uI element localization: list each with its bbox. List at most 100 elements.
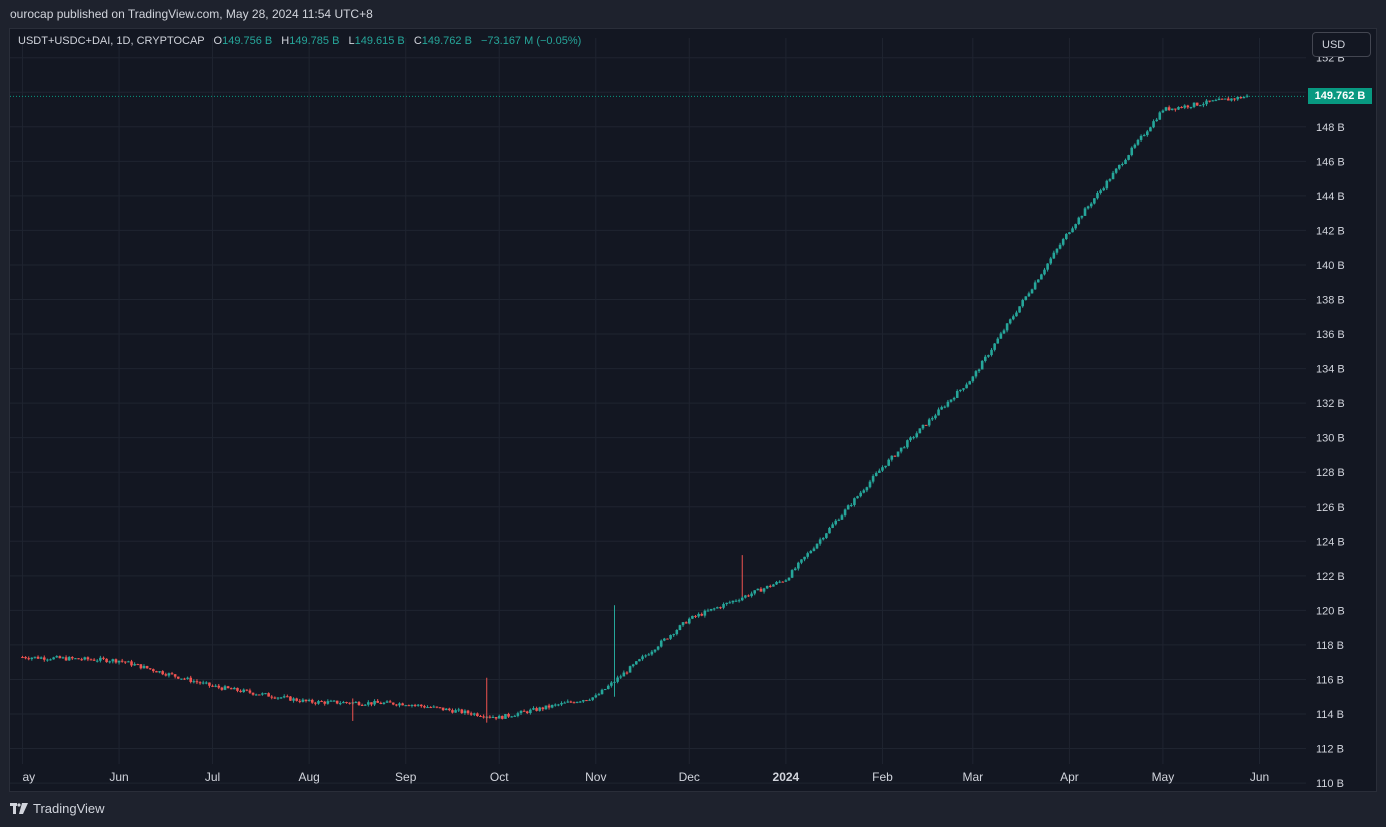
candle-body: [345, 702, 348, 704]
candle-body: [441, 707, 445, 711]
candle-body: [264, 693, 267, 695]
candle-body: [625, 672, 629, 674]
candle-body: [628, 666, 632, 673]
candle-body: [127, 661, 130, 663]
candle-body: [1124, 159, 1127, 165]
candle-body: [1233, 98, 1236, 100]
candle-body: [927, 419, 931, 426]
brand-name: TradingView: [33, 801, 105, 816]
candle-body: [36, 656, 40, 659]
candle-body: [335, 700, 339, 704]
candle-body: [469, 713, 473, 715]
candle-body: [871, 476, 875, 482]
candle-body: [800, 559, 803, 563]
candle-body: [1018, 306, 1021, 313]
y-tick-label: 128 B: [1316, 467, 1345, 479]
candle-body: [594, 695, 598, 698]
x-tick-label: Oct: [490, 770, 509, 784]
candle-body: [298, 700, 302, 702]
candle-body: [659, 640, 663, 647]
candle-body: [775, 581, 778, 585]
candle-body: [737, 600, 741, 602]
candle-body: [563, 702, 566, 704]
candle-body: [572, 702, 576, 704]
candle-body: [320, 701, 323, 703]
candle-body: [338, 703, 342, 705]
candle-body: [270, 696, 274, 698]
candle-body: [983, 356, 987, 361]
candle-body: [1117, 164, 1121, 169]
candle-body: [1139, 135, 1143, 140]
candle-body: [158, 671, 161, 673]
candle-body: [195, 681, 199, 683]
candle-body: [1096, 192, 1099, 199]
candle-body: [778, 581, 781, 583]
candle-body: [744, 595, 747, 598]
candle-body: [314, 702, 317, 704]
chart-panel[interactable]: [9, 28, 1377, 792]
candle-body: [931, 418, 934, 420]
symbol-label[interactable]: USDT+USDC+DAI, 1D, CRYPTOCAP: [18, 35, 205, 47]
x-tick-label: Jul: [205, 770, 220, 784]
y-tick-label: 138 B: [1316, 295, 1345, 307]
candle-body: [1174, 108, 1177, 110]
y-tick-label: 112 B: [1316, 744, 1344, 756]
candle-body: [1220, 98, 1224, 100]
candle-body: [367, 702, 370, 705]
candle-body: [850, 504, 853, 506]
candle-body: [55, 656, 59, 658]
candle-body: [980, 360, 984, 370]
candle-body: [525, 711, 529, 714]
candle-body: [1068, 232, 1071, 235]
currency-button[interactable]: USD: [1312, 32, 1371, 57]
x-tick-label: Mar: [962, 770, 983, 784]
candle-body: [641, 656, 644, 660]
candle-body: [669, 635, 672, 639]
candle-body: [323, 701, 327, 704]
y-tick-label: 124 B: [1316, 536, 1345, 548]
candle-body: [821, 537, 825, 540]
candle-body: [426, 707, 429, 709]
candle-body: [52, 657, 55, 660]
candle-body: [1195, 102, 1199, 106]
candle-body: [856, 496, 859, 499]
candle-body: [491, 716, 495, 718]
candle-body: [896, 451, 900, 457]
candle-body: [1046, 263, 1049, 270]
candle-body: [438, 707, 442, 709]
candle-body: [376, 700, 379, 703]
candle-body: [999, 333, 1003, 339]
candle-body: [164, 674, 168, 676]
candle-body: [878, 470, 881, 473]
candle-body: [404, 705, 408, 707]
close-value: 149.762 B: [421, 35, 472, 47]
high-label: H: [281, 35, 290, 47]
last-price-tag: 149.762 B: [1308, 88, 1372, 105]
tradingview-logo[interactable]: TradingView: [10, 801, 105, 816]
candle-body: [279, 697, 283, 699]
candle-body: [289, 696, 292, 701]
candle-body: [1239, 96, 1243, 99]
candle-body: [388, 701, 392, 703]
candle-body: [395, 704, 398, 706]
time-axis[interactable]: ay Jun Jul Aug Sep Oct Nov Dec 2024 Feb Mar Apr May J…: [22, 770, 1269, 784]
candle-body: [899, 447, 903, 452]
candle-body: [600, 689, 604, 695]
candle-body: [974, 371, 978, 377]
candle-body: [83, 657, 87, 660]
candle-body: [407, 705, 411, 707]
candle-body: [77, 658, 80, 660]
candle-body: [189, 677, 193, 682]
candle-body: [1152, 121, 1155, 128]
grid: [10, 38, 1306, 784]
candle-body: [457, 709, 460, 711]
candle-body: [566, 701, 570, 703]
candle-body: [1080, 215, 1084, 218]
candle-body: [635, 661, 638, 665]
candle-body: [130, 661, 133, 666]
candle-body: [722, 604, 725, 608]
candle-body: [226, 686, 230, 689]
candle-body: [183, 678, 186, 680]
